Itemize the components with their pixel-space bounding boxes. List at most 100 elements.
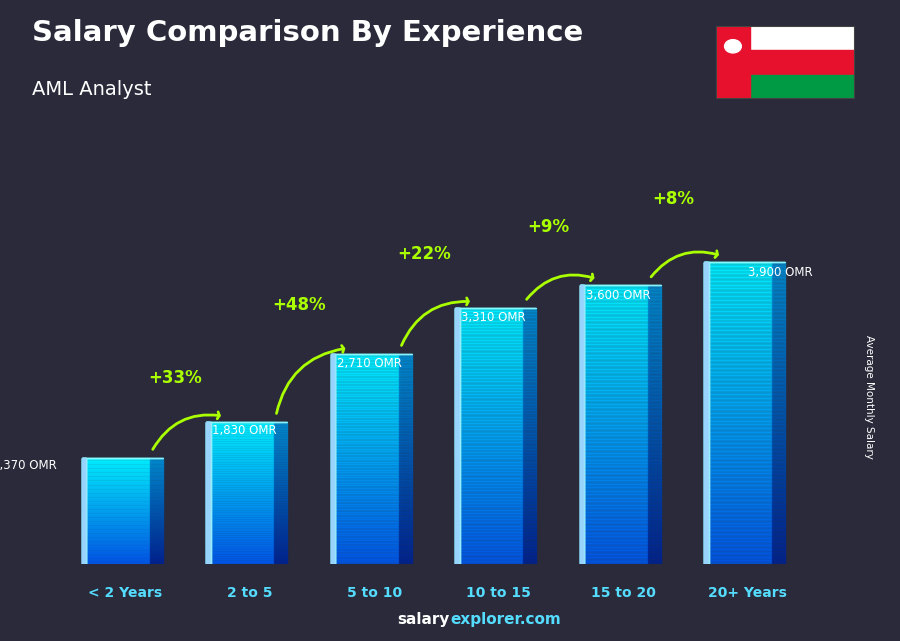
Bar [580,285,582,564]
Polygon shape [274,478,287,479]
Bar [206,428,274,429]
Polygon shape [399,551,411,554]
Polygon shape [274,488,287,490]
Bar [716,26,751,99]
Bar [82,458,86,564]
Polygon shape [648,470,661,474]
Bar [330,496,399,499]
Bar [82,458,85,564]
Bar [206,470,274,472]
Bar [206,513,274,515]
Text: Salary Comparison By Experience: Salary Comparison By Experience [32,19,583,47]
Polygon shape [274,456,287,458]
Polygon shape [648,341,661,344]
Polygon shape [149,511,163,512]
Polygon shape [149,523,163,524]
Polygon shape [648,547,661,550]
Polygon shape [523,548,536,551]
Polygon shape [523,462,536,465]
Polygon shape [399,409,411,412]
Polygon shape [523,311,536,314]
Bar [455,532,523,535]
Polygon shape [523,433,536,436]
Bar [330,425,399,428]
Polygon shape [523,356,536,359]
Polygon shape [149,485,163,486]
Polygon shape [274,481,287,483]
Polygon shape [523,324,536,327]
Polygon shape [399,422,411,425]
Polygon shape [149,466,163,467]
Bar [580,522,648,526]
Polygon shape [772,553,785,556]
Bar [330,394,399,396]
Bar [704,262,772,266]
Bar [82,458,86,564]
Polygon shape [149,472,163,474]
Polygon shape [399,444,411,446]
Polygon shape [274,449,287,451]
Bar [580,285,584,564]
Circle shape [724,40,742,53]
Polygon shape [274,451,287,453]
Polygon shape [149,491,163,492]
Bar [455,311,523,314]
Polygon shape [399,388,411,391]
Polygon shape [274,462,287,463]
Polygon shape [523,314,536,317]
Bar [330,519,399,522]
Polygon shape [648,372,661,376]
Polygon shape [399,415,411,417]
Polygon shape [399,428,411,430]
Bar [82,531,149,532]
Bar [455,346,523,349]
Bar [206,548,274,550]
Polygon shape [274,497,287,499]
Bar [206,422,210,564]
Bar [704,270,772,273]
Text: 15 to 20: 15 to 20 [590,586,656,600]
Bar [704,538,772,542]
Polygon shape [399,475,411,478]
Bar [206,497,274,499]
Polygon shape [274,447,287,449]
Text: +48%: +48% [273,296,327,314]
Bar [330,354,334,564]
Polygon shape [149,507,163,508]
Polygon shape [523,506,536,510]
Polygon shape [772,307,785,311]
Polygon shape [274,479,287,481]
Bar [330,354,335,564]
Polygon shape [648,404,661,407]
Polygon shape [772,440,785,444]
Polygon shape [399,412,411,415]
Bar [580,320,648,324]
Polygon shape [648,365,661,369]
Polygon shape [399,378,411,380]
Bar [455,308,459,564]
Bar [580,498,648,501]
Bar [704,470,772,474]
Text: explorer.com: explorer.com [450,612,561,627]
Polygon shape [648,508,661,512]
Polygon shape [772,398,785,402]
Bar [330,454,399,456]
Polygon shape [274,429,287,431]
Polygon shape [399,459,411,462]
Bar [704,296,772,300]
Polygon shape [772,375,785,379]
Bar [82,499,149,501]
Bar [330,435,399,438]
Bar [330,467,399,470]
Bar [206,422,211,564]
Bar [704,390,772,394]
Bar [455,484,523,487]
Polygon shape [648,299,661,303]
Bar [455,308,458,564]
Polygon shape [399,406,411,409]
Bar [751,75,855,99]
Polygon shape [523,442,536,445]
Bar [455,401,523,404]
Bar [206,541,274,543]
Bar [704,262,707,564]
